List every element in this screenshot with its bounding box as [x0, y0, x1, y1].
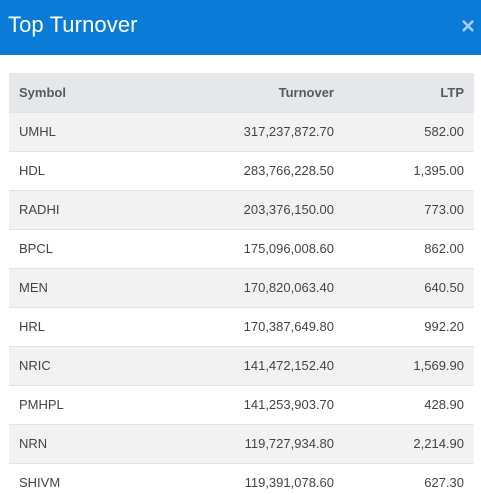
- column-header-turnover[interactable]: Turnover: [149, 73, 344, 113]
- cell-symbol: PMHPL: [9, 385, 149, 425]
- cell-ltp: 582.00: [344, 112, 474, 152]
- turnover-table: Symbol Turnover LTP UMHL 317,237,872.70 58…: [9, 73, 474, 495]
- cell-symbol: HDL: [9, 151, 149, 191]
- table-row[interactable]: UMHL 317,237,872.70 582.00: [9, 112, 474, 152]
- cell-turnover: 141,472,152.40: [149, 346, 344, 386]
- table-row[interactable]: RADHI 203,376,150.00 773.00: [9, 190, 474, 230]
- modal-header: Top Turnover ×: [0, 0, 481, 55]
- cell-turnover: 317,237,872.70: [149, 112, 344, 152]
- cell-ltp: 640.50: [344, 268, 474, 308]
- cell-symbol: SHIVM: [9, 463, 149, 495]
- modal-title: Top Turnover: [8, 12, 138, 37]
- cell-ltp: 862.00: [344, 229, 474, 269]
- cell-turnover: 170,820,063.40: [149, 268, 344, 308]
- cell-ltp: 992.20: [344, 307, 474, 347]
- cell-ltp: 627.30: [344, 463, 474, 495]
- table-row[interactable]: HDL 283,766,228.50 1,395.00: [9, 151, 474, 191]
- cell-symbol: MEN: [9, 268, 149, 308]
- cell-ltp: 1,569.90: [344, 346, 474, 386]
- column-header-symbol[interactable]: Symbol: [9, 73, 149, 113]
- cell-turnover: 119,391,078.60: [149, 463, 344, 495]
- table-row[interactable]: NRIC 141,472,152.40 1,569.90: [9, 346, 474, 386]
- cell-ltp: 1,395.00: [344, 151, 474, 191]
- cell-symbol: BPCL: [9, 229, 149, 269]
- cell-symbol: UMHL: [9, 112, 149, 152]
- table-row[interactable]: HRL 170,387,649.80 992.20: [9, 307, 474, 347]
- cell-symbol: NRN: [9, 424, 149, 464]
- turnover-table-container: Symbol Turnover LTP UMHL 317,237,872.70 58…: [9, 73, 474, 495]
- cell-symbol: HRL: [9, 307, 149, 347]
- table-row[interactable]: PMHPL 141,253,903.70 428.90: [9, 385, 474, 425]
- column-header-ltp[interactable]: LTP: [344, 73, 474, 113]
- cell-ltp: 2,214.90: [344, 424, 474, 464]
- close-icon[interactable]: ×: [460, 13, 475, 40]
- table-row[interactable]: BPCL 175,096,008.60 862.00: [9, 229, 474, 269]
- cell-symbol: RADHI: [9, 190, 149, 230]
- cell-ltp: 428.90: [344, 385, 474, 425]
- table-row[interactable]: MEN 170,820,063.40 640.50: [9, 268, 474, 308]
- cell-turnover: 119,727,934.80: [149, 424, 344, 464]
- table-row[interactable]: NRN 119,727,934.80 2,214.90: [9, 424, 474, 464]
- table-body: UMHL 317,237,872.70 582.00 HDL 283,766,228.5…: [9, 112, 474, 495]
- cell-turnover: 283,766,228.50: [149, 151, 344, 191]
- table-row[interactable]: SHIVM 119,391,078.60 627.30: [9, 463, 474, 495]
- cell-turnover: 141,253,903.70: [149, 385, 344, 425]
- cell-symbol: NRIC: [9, 346, 149, 386]
- cell-turnover: 170,387,649.80: [149, 307, 344, 347]
- cell-turnover: 175,096,008.60: [149, 229, 344, 269]
- cell-turnover: 203,376,150.00: [149, 190, 344, 230]
- table-header-row: Symbol Turnover LTP: [9, 73, 474, 113]
- cell-ltp: 773.00: [344, 190, 474, 230]
